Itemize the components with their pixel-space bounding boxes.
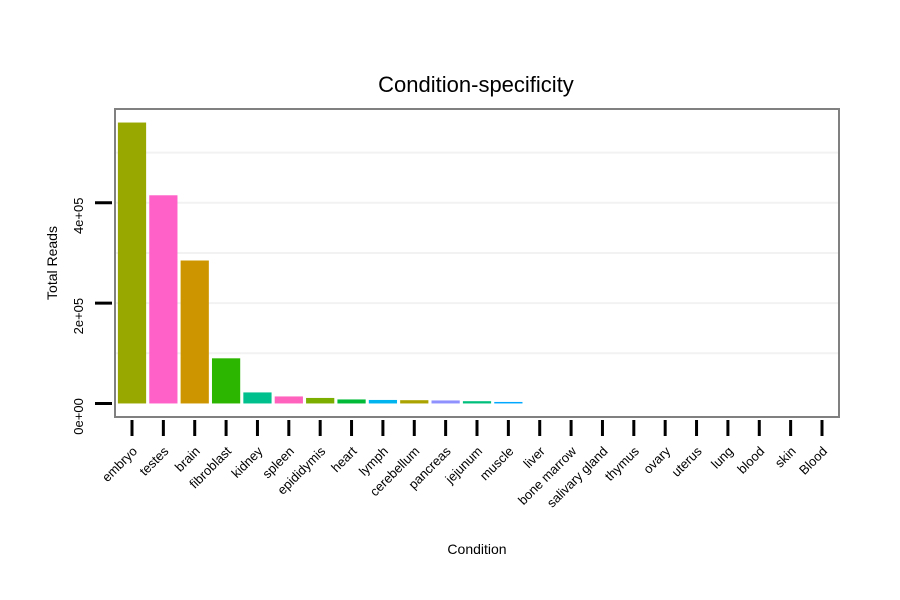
x-tick-label: embryo [99,444,140,485]
bar [400,400,429,404]
x-tick-label: heart [328,443,360,475]
x-tick-label: blood [734,444,767,477]
bar [462,401,492,404]
bar [337,399,366,404]
x-tick-label: skin [772,444,799,471]
x-tick-label: Blood [796,444,830,478]
bar [306,397,335,404]
y-axis: 0e+00 2e+05 4e+05 [71,198,112,435]
x-tick-label: uterus [669,443,706,480]
x-tick-label: testes [136,443,171,478]
x-tick-label: ovary [640,443,673,476]
bar [243,392,272,404]
bar [180,260,209,404]
bar [117,122,147,404]
grid-lines [116,151,838,355]
x-tick-label: lung [708,444,736,472]
bars [117,122,523,404]
x-tick-label: muscle [477,444,517,484]
x-tick-label: thymus [602,443,643,484]
bar [368,399,398,404]
y-tick-label: 0e+00 [71,398,86,435]
bar [211,358,241,404]
x-tick-label: kidney [228,443,266,481]
bar [494,401,523,404]
y-tick-label: 2e+05 [71,298,86,335]
bar [149,195,178,404]
chart-title: Condition-specificity [378,72,574,97]
y-tick-label: 4e+05 [71,198,86,235]
x-axis-title: Condition [447,541,506,557]
bar [431,400,460,404]
bar [274,396,303,404]
y-axis-title: Total Reads [44,226,60,300]
